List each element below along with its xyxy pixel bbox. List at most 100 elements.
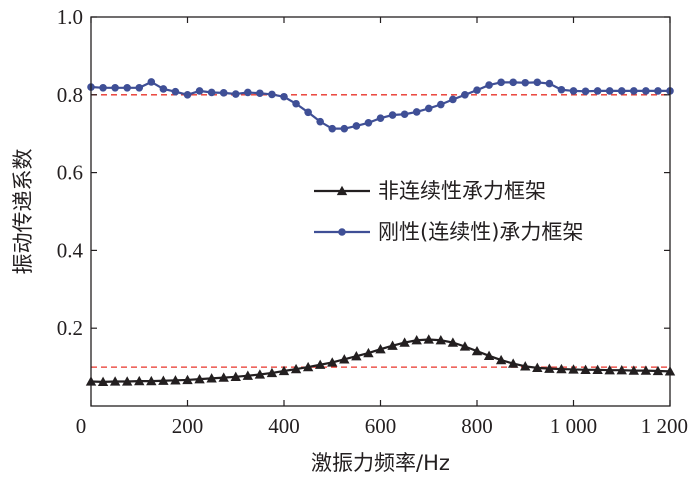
data-point	[364, 119, 373, 127]
data-point	[242, 370, 254, 380]
data-point	[302, 361, 314, 372]
data-point	[509, 78, 517, 87]
data-point	[437, 100, 445, 109]
data-point	[256, 89, 264, 98]
data-point	[254, 369, 266, 379]
data-point	[363, 347, 374, 358]
x-tick-label: 1 000	[550, 414, 597, 438]
data-point	[654, 87, 662, 95]
data-point	[580, 364, 591, 374]
data-point	[652, 365, 664, 376]
legend-label: 刚性(连续性)承力框架	[378, 220, 583, 244]
data-point	[182, 374, 193, 385]
data-point	[219, 89, 228, 97]
data-point	[121, 376, 133, 386]
y-tick-label: 0.2	[57, 316, 83, 340]
data-point	[351, 351, 362, 361]
data-point	[278, 365, 290, 376]
data-point	[352, 122, 361, 130]
data-point	[328, 124, 337, 133]
data-point	[290, 363, 302, 374]
data-point	[593, 87, 602, 95]
data-point	[497, 78, 505, 87]
data-point	[387, 340, 398, 350]
x-tick-label: 1 200	[641, 414, 688, 438]
data-point	[642, 87, 650, 95]
data-point	[171, 87, 180, 96]
data-point	[495, 354, 507, 365]
data-point	[447, 337, 459, 347]
data-point	[147, 78, 156, 86]
data-point	[159, 85, 168, 93]
data-point	[545, 79, 554, 88]
series-0	[85, 334, 676, 387]
data-point	[449, 95, 457, 104]
legend-swatch-marker	[338, 228, 346, 236]
data-point	[630, 87, 638, 95]
data-point	[521, 78, 530, 87]
data-point	[316, 117, 324, 126]
data-point	[532, 362, 543, 373]
x-tick-label: 0	[76, 414, 87, 438]
data-point	[581, 87, 590, 96]
legend-item-0: 非连续性承力框架	[314, 179, 546, 203]
data-point	[424, 104, 433, 113]
data-point	[194, 373, 205, 384]
data-point	[399, 337, 410, 347]
data-point	[507, 358, 519, 368]
legend-label: 非连续性承力框架	[378, 179, 546, 203]
x-tick-label: 800	[461, 414, 493, 438]
y-tick-label: 0.8	[57, 83, 83, 107]
legend-swatch-marker	[336, 185, 348, 196]
data-point	[207, 88, 216, 97]
data-point	[557, 85, 566, 94]
data-point	[146, 375, 157, 386]
data-point	[134, 375, 145, 386]
data-point	[485, 81, 493, 89]
data-point	[170, 375, 181, 385]
data-point	[617, 87, 626, 95]
data-point	[109, 376, 121, 386]
data-point	[592, 364, 603, 374]
data-point	[99, 83, 107, 92]
data-point	[135, 83, 144, 92]
data-point	[183, 91, 192, 99]
data-point	[556, 363, 567, 374]
data-point	[206, 373, 217, 383]
x-axis-title: 激振力频率/Hz	[311, 451, 450, 475]
data-point	[459, 341, 471, 351]
data-point	[97, 376, 109, 387]
data-point	[266, 367, 278, 378]
data-point	[411, 335, 422, 345]
data-point	[218, 372, 229, 382]
data-point	[327, 357, 338, 367]
data-point	[483, 350, 495, 360]
data-point	[605, 87, 614, 95]
data-point	[340, 124, 349, 133]
data-point	[461, 91, 469, 99]
data-point	[435, 335, 447, 345]
data-point	[123, 83, 131, 92]
data-point	[569, 87, 578, 95]
data-point	[473, 86, 481, 94]
data-point	[376, 114, 385, 122]
x-tick-label: 200	[172, 414, 204, 438]
x-tick-label: 600	[365, 414, 397, 438]
data-point	[195, 87, 204, 95]
data-point	[280, 92, 288, 101]
data-point	[244, 88, 252, 97]
data-point	[520, 361, 531, 371]
data-point	[616, 365, 627, 375]
data-point	[533, 78, 542, 87]
data-point	[292, 99, 300, 108]
axis-ticks: 0 200 400 600 800 1 000 1 200 0.2 0.4 0.6 0.8 1.0	[57, 5, 688, 438]
data-point	[111, 83, 119, 92]
data-point	[231, 90, 240, 98]
data-point	[423, 334, 434, 344]
series-layer	[85, 78, 676, 387]
y-tick-label: 1.0	[57, 5, 83, 29]
data-point	[640, 365, 652, 375]
data-point	[375, 344, 386, 354]
